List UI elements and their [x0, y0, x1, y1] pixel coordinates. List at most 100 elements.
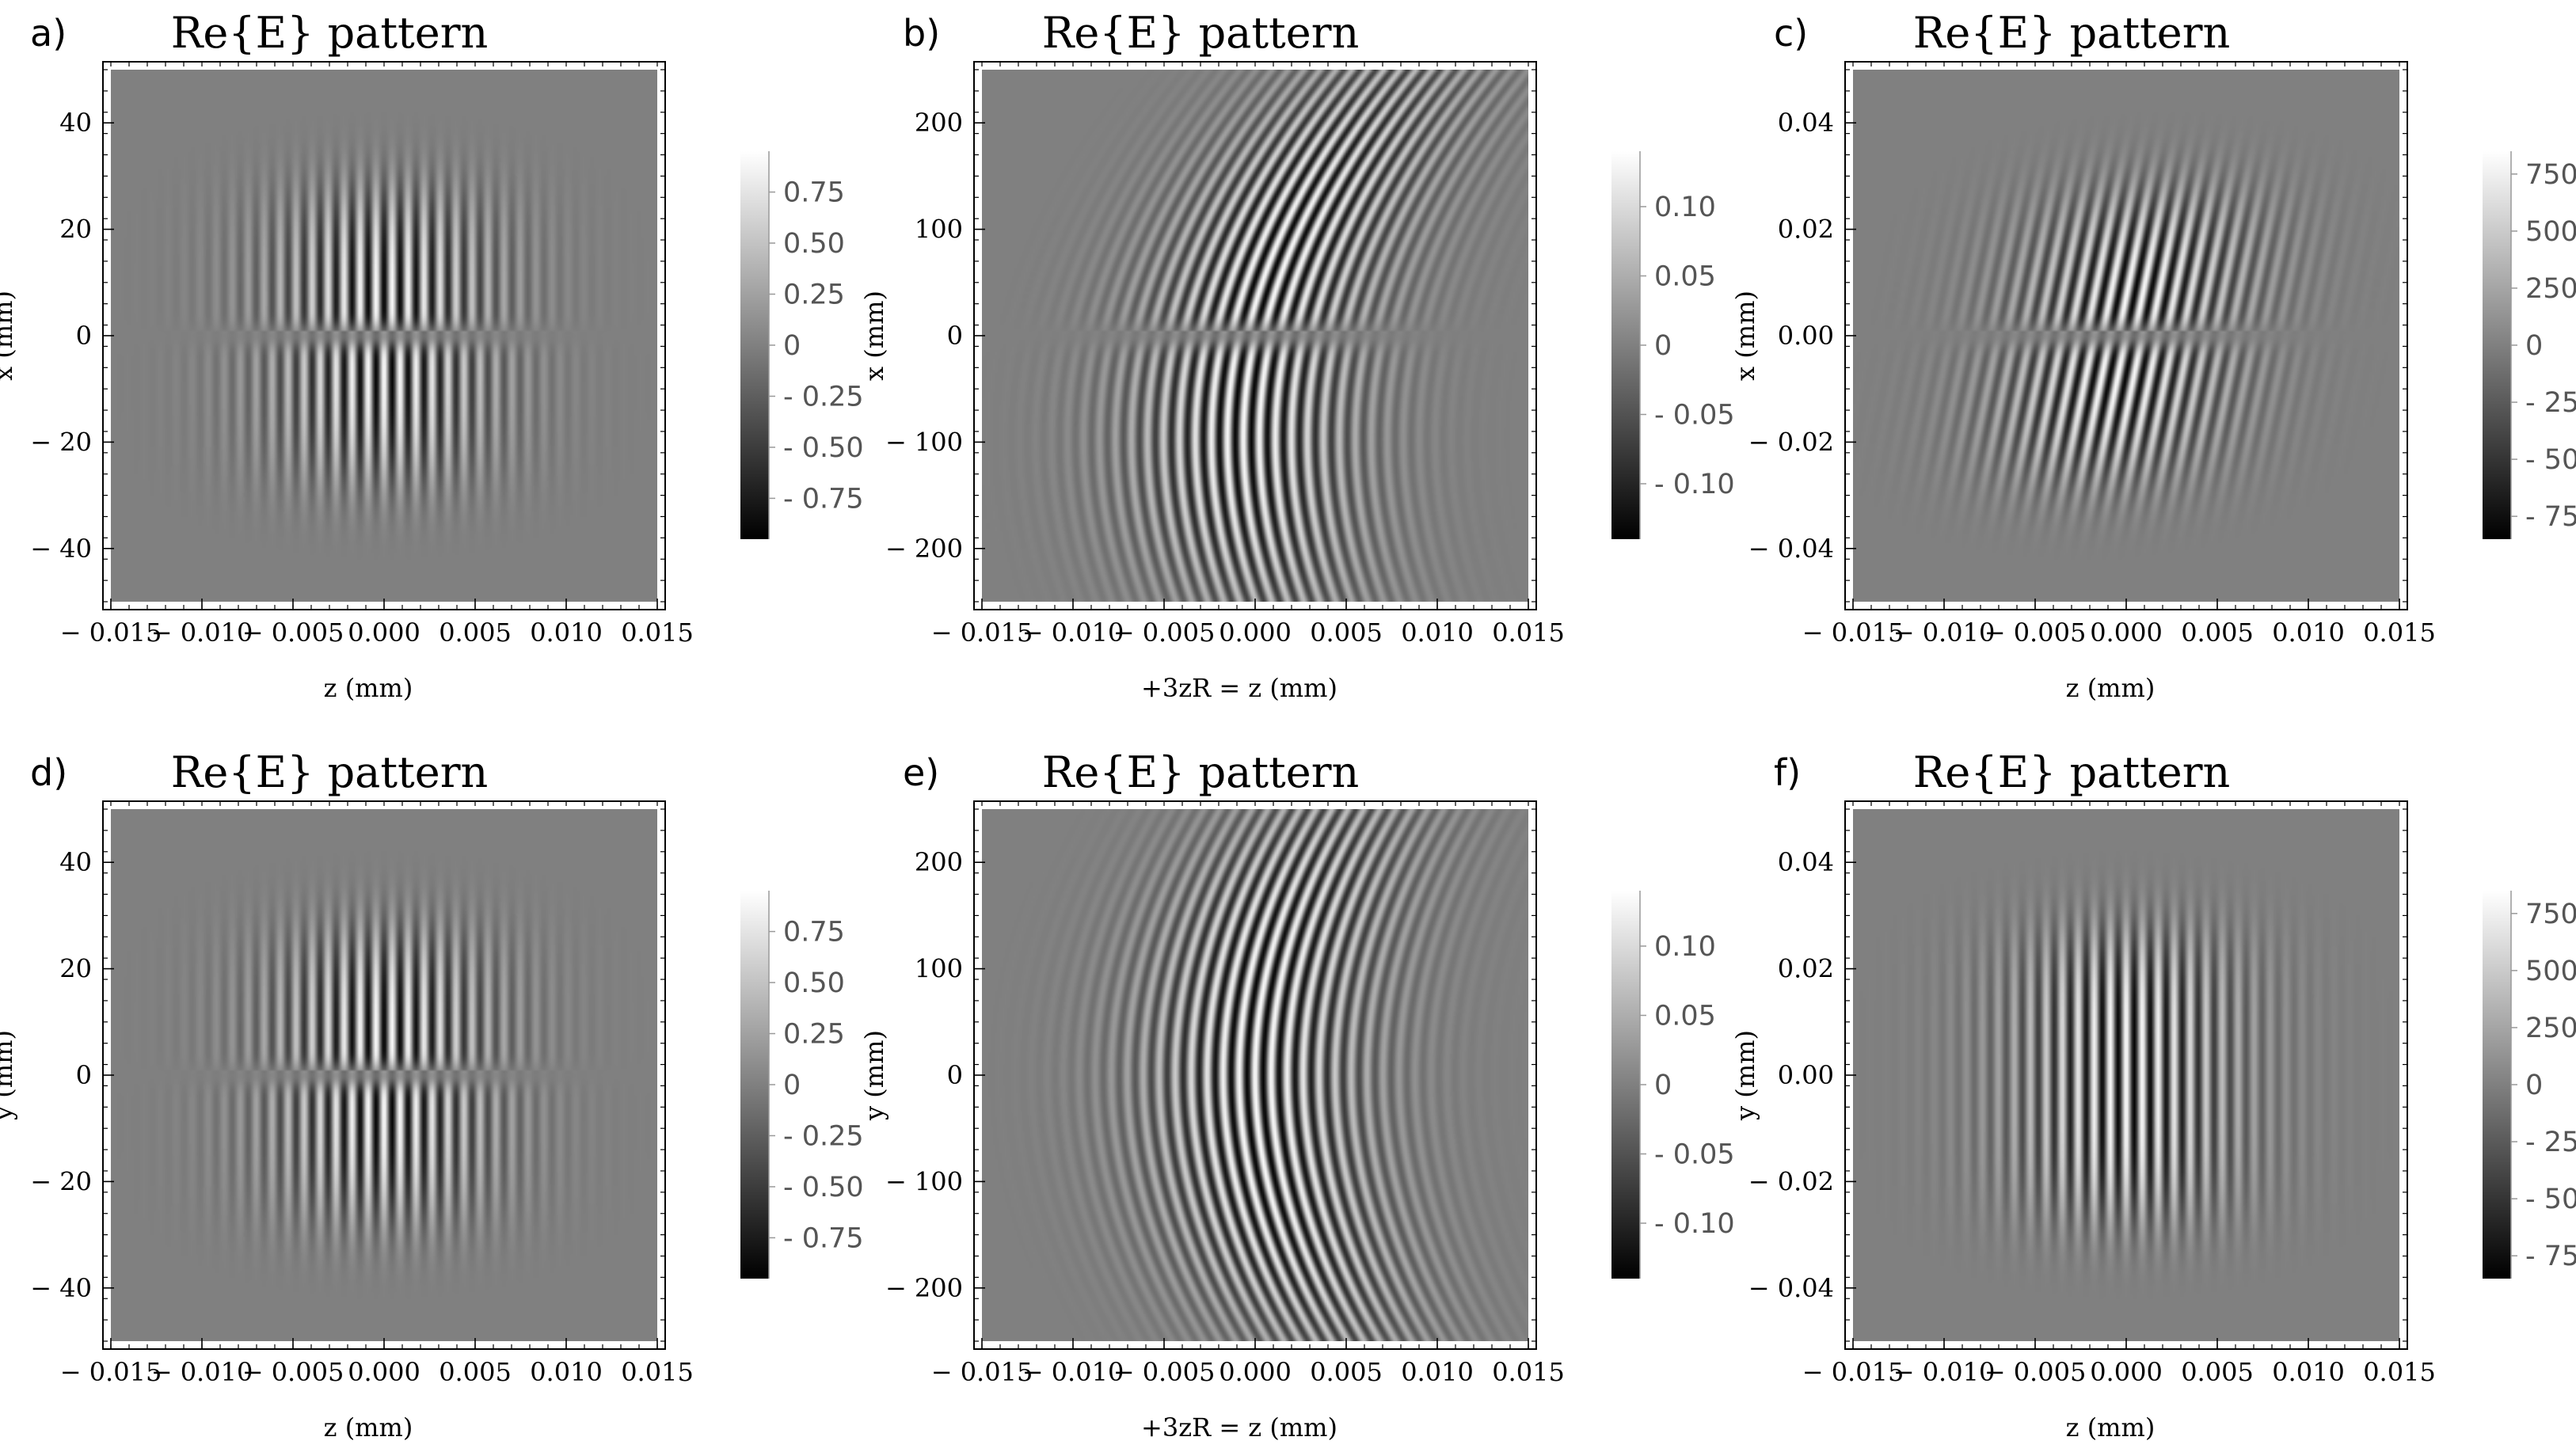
x-tick-label: − 0.005: [1984, 618, 2087, 648]
colorbar-tick-label: 0: [783, 330, 801, 362]
x-tick-label: 0.015: [621, 1357, 694, 1387]
y-tick-label: − 20: [30, 427, 92, 457]
y-tick-label: − 40: [30, 1273, 92, 1303]
y-tick-label: 0.04: [1778, 108, 1834, 138]
x-tick-label: 0.010: [2272, 618, 2345, 648]
x-tick-label: 0.000: [2090, 618, 2163, 648]
x-tick-label: 0.010: [2272, 1357, 2345, 1387]
panel-e: e) Re{E} pattern− 0.015− 0.010− 0.005 0.00…: [859, 747, 1735, 1442]
x-tick-label: 0.005: [2181, 618, 2254, 648]
colorbar-tick-label: 0: [1654, 330, 1672, 362]
x-tick-label: 0.010: [1401, 1357, 1474, 1387]
y-axis-label: x (mm): [859, 291, 889, 381]
plot-title: Re{E} pattern: [1913, 747, 2231, 797]
colorbar-tick-label: - 0.10: [1654, 1208, 1735, 1240]
panel-a: a) Re{E} pattern− 0.015− 0.010− 0.005 0.00…: [0, 8, 864, 703]
x-tick-label: − 0.010: [1022, 618, 1124, 648]
x-tick-label: 0.000: [348, 1357, 420, 1387]
x-tick-label: 0.015: [621, 618, 694, 648]
y-axis-label: x (mm): [1730, 291, 1760, 381]
colorbar-tick-label: 0.25: [783, 1019, 845, 1051]
colorbar-tick-label: - 0.25: [783, 381, 864, 412]
y-tick-label: − 20: [30, 1166, 92, 1196]
y-tick-label: 20: [59, 954, 92, 984]
panel-label: c): [1774, 12, 1808, 55]
colorbar-tick-label: - 500: [2525, 1184, 2576, 1215]
panel-label: e): [903, 751, 939, 794]
heatmap-image: [111, 70, 657, 602]
colorbar-tick-label: 500: [2525, 216, 2576, 248]
x-tick-label: 0.015: [1492, 1357, 1565, 1387]
x-tick-label: − 0.005: [242, 618, 344, 648]
colorbar-tick-label: 0.75: [783, 177, 845, 209]
x-tick-label: − 0.010: [1893, 1357, 1996, 1387]
colorbar-tick-label: 750: [2525, 159, 2576, 191]
x-tick-label: 0.005: [439, 618, 512, 648]
y-axis-label: y (mm): [859, 1030, 889, 1121]
colorbar-tick-label: - 0.05: [1654, 400, 1735, 431]
colorbar-tick-label: 0.10: [1654, 931, 1716, 963]
y-tick-label: − 0.04: [1748, 534, 1834, 564]
heatmap-image: [982, 809, 1528, 1341]
y-tick-label: 0.02: [1778, 215, 1834, 245]
plot-title: Re{E} pattern: [171, 747, 489, 797]
panel-label: d): [30, 751, 67, 794]
panel-b: b) Re{E} pattern− 0.015− 0.010− 0.005 0.00…: [859, 8, 1735, 703]
colorbar-tick-label: 0.05: [1654, 261, 1716, 293]
panel-f: f) Re{E} pattern− 0.015− 0.010− 0.005 0.00…: [1730, 747, 2576, 1442]
colorbar-tick-label: 0.75: [783, 917, 845, 948]
x-axis-label: z (mm): [324, 673, 413, 703]
y-tick-label: − 100: [885, 1166, 963, 1196]
heatmap-image: [982, 70, 1528, 602]
colorbar: [1611, 151, 1640, 539]
colorbar: [740, 891, 769, 1279]
y-tick-label: 0: [947, 321, 963, 351]
y-tick-label: 40: [59, 108, 92, 138]
x-tick-label: 0.000: [348, 618, 420, 648]
x-tick-label: − 0.010: [1893, 618, 1996, 648]
y-tick-label: − 100: [885, 427, 963, 457]
y-tick-label: 0: [76, 321, 92, 351]
colorbar: [740, 151, 769, 539]
colorbar-tick-label: - 0.10: [1654, 469, 1735, 500]
x-tick-label: − 0.005: [1984, 1357, 2087, 1387]
y-tick-label: 0.00: [1778, 1060, 1834, 1090]
y-axis-label: y (mm): [1730, 1030, 1760, 1121]
x-tick-label: − 0.015: [1802, 618, 1904, 648]
y-tick-label: 200: [915, 847, 963, 877]
x-tick-label: − 0.015: [931, 618, 1033, 648]
x-tick-label: 0.015: [1492, 618, 1565, 648]
panel-d: d) Re{E} pattern− 0.015− 0.010− 0.005 0.00…: [0, 747, 864, 1442]
colorbar-tick-label: 0.10: [1654, 192, 1716, 223]
y-axis-label: y (mm): [0, 1030, 18, 1121]
x-tick-label: 0.015: [2363, 1357, 2436, 1387]
panel-label: a): [30, 12, 67, 55]
colorbar-tick-label: 500: [2525, 956, 2576, 987]
x-axis-label: z (mm): [324, 1412, 413, 1442]
x-tick-label: − 0.010: [151, 1357, 253, 1387]
x-tick-label: 0.015: [2363, 618, 2436, 648]
heatmap-image: [1853, 809, 2399, 1341]
colorbar-tick-label: - 250: [2525, 387, 2576, 419]
colorbar-tick-label: - 0.75: [783, 483, 864, 515]
y-tick-label: − 0.04: [1748, 1273, 1834, 1303]
y-tick-label: 0.02: [1778, 954, 1834, 984]
plot-title: Re{E} pattern: [1042, 8, 1360, 58]
colorbar-tick-label: 0.25: [783, 279, 845, 311]
colorbar-tick-label: 0.50: [783, 967, 845, 999]
y-tick-label: − 200: [885, 534, 963, 564]
y-tick-label: − 0.02: [1748, 1166, 1834, 1196]
colorbar-tick-label: - 0.05: [1654, 1139, 1735, 1171]
x-tick-label: 0.000: [1219, 1357, 1292, 1387]
colorbar-tick-label: 250: [2525, 1013, 2576, 1044]
x-tick-label: 0.005: [1310, 618, 1383, 648]
y-tick-label: 200: [915, 108, 963, 138]
colorbar-tick-label: - 750: [2525, 501, 2576, 533]
y-tick-label: 0.04: [1778, 847, 1834, 877]
plot-title: Re{E} pattern: [1042, 747, 1360, 797]
x-tick-label: − 0.015: [60, 618, 162, 648]
x-tick-label: − 0.005: [1113, 1357, 1216, 1387]
x-tick-label: − 0.005: [242, 1357, 344, 1387]
y-tick-label: 0.00: [1778, 321, 1834, 351]
colorbar-tick-label: - 0.25: [783, 1120, 864, 1152]
